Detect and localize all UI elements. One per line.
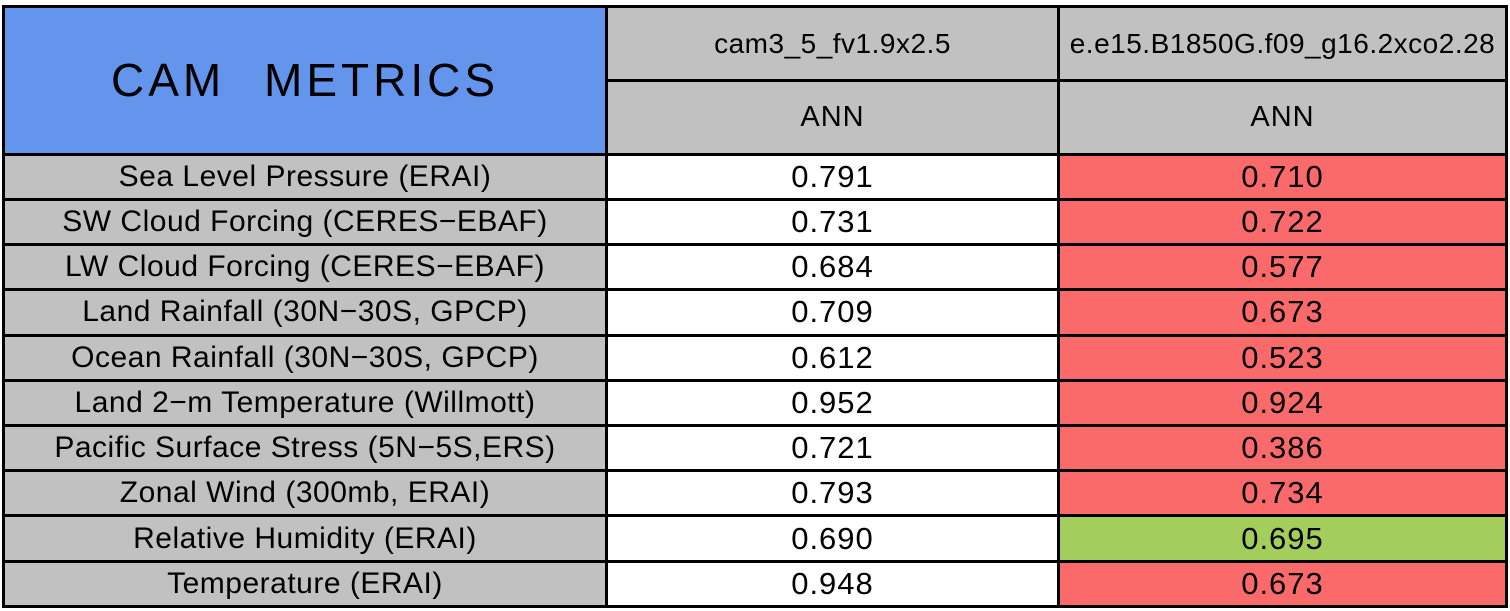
control-value: 0.793 xyxy=(605,469,1060,518)
metric-label: SW Cloud Forcing (CERES−EBAF) xyxy=(2,197,608,247)
table-row: Sea Level Pressure (ERAI) 0.791 0.710 xyxy=(2,152,1508,201)
metric-label: Ocean Rainfall (30N−30S, GPCP) xyxy=(2,333,608,382)
control-season-header: ANN xyxy=(605,79,1060,156)
header-model-row: CAM METRICS cam3_5_fv1.9x2.5 e.e15.B1850… xyxy=(2,4,1508,156)
control-value: 0.791 xyxy=(605,152,1060,201)
control-value: 0.952 xyxy=(605,378,1060,428)
control-value: 0.721 xyxy=(605,424,1060,473)
experiment-value: 0.577 xyxy=(1057,243,1508,292)
experiment-value: 0.673 xyxy=(1057,288,1508,337)
metric-label: Temperature (ERAI) xyxy=(2,559,608,609)
metric-label: Relative Humidity (ERAI) xyxy=(2,514,608,563)
table-row: Relative Humidity (ERAI) 0.690 0.695 xyxy=(2,514,1508,563)
metric-label: LW Cloud Forcing (CERES−EBAF) xyxy=(2,243,608,292)
control-value: 0.709 xyxy=(605,288,1060,337)
experiment-value: 0.722 xyxy=(1057,197,1508,247)
header-season-row: ANN ANN xyxy=(4,79,1508,156)
experiment-model-header: e.e15.B1850G.f09_g16.2xco2.28 xyxy=(1057,4,1508,83)
experiment-value: 0.734 xyxy=(1057,469,1508,518)
experiment-value: 0.924 xyxy=(1057,378,1508,428)
experiment-value: 0.673 xyxy=(1057,559,1508,609)
experiment-season-header: ANN xyxy=(1057,79,1508,156)
metric-label: Land Rainfall (30N−30S, GPCP) xyxy=(2,288,608,337)
control-value: 0.731 xyxy=(605,197,1060,247)
experiment-value: 0.523 xyxy=(1057,333,1508,382)
metric-label: Zonal Wind (300mb, ERAI) xyxy=(2,469,608,518)
table-row: SW Cloud Forcing (CERES−EBAF) 0.731 0.72… xyxy=(2,197,1508,247)
table-row: LW Cloud Forcing (CERES−EBAF) 0.684 0.57… xyxy=(2,243,1508,292)
metrics-table: CAM METRICS cam3_5_fv1.9x2.5 e.e15.B1850… xyxy=(2,4,1508,609)
control-value: 0.948 xyxy=(605,559,1060,609)
metric-label: Land 2−m Temperature (Willmott) xyxy=(2,378,608,428)
table-row: Zonal Wind (300mb, ERAI) 0.793 0.734 xyxy=(2,469,1508,518)
control-model-header: cam3_5_fv1.9x2.5 xyxy=(605,4,1060,83)
table-row: Temperature (ERAI) 0.948 0.673 xyxy=(2,559,1508,609)
control-value: 0.690 xyxy=(605,514,1060,563)
table-row: Ocean Rainfall (30N−30S, GPCP) 0.612 0.5… xyxy=(2,333,1508,382)
experiment-value: 0.710 xyxy=(1057,152,1508,201)
experiment-value: 0.386 xyxy=(1057,424,1508,473)
table-row: Land Rainfall (30N−30S, GPCP) 0.709 0.67… xyxy=(2,288,1508,337)
experiment-value: 0.695 xyxy=(1057,514,1508,563)
table-row: Pacific Surface Stress (5N−5S,ERS) 0.721… xyxy=(2,424,1508,473)
table-title: CAM METRICS xyxy=(2,5,608,156)
table-row: Land 2−m Temperature (Willmott) 0.952 0.… xyxy=(2,378,1508,428)
control-value: 0.612 xyxy=(605,333,1060,382)
metric-label: Sea Level Pressure (ERAI) xyxy=(2,152,608,201)
metric-label: Pacific Surface Stress (5N−5S,ERS) xyxy=(2,424,608,473)
control-value: 0.684 xyxy=(605,243,1060,292)
